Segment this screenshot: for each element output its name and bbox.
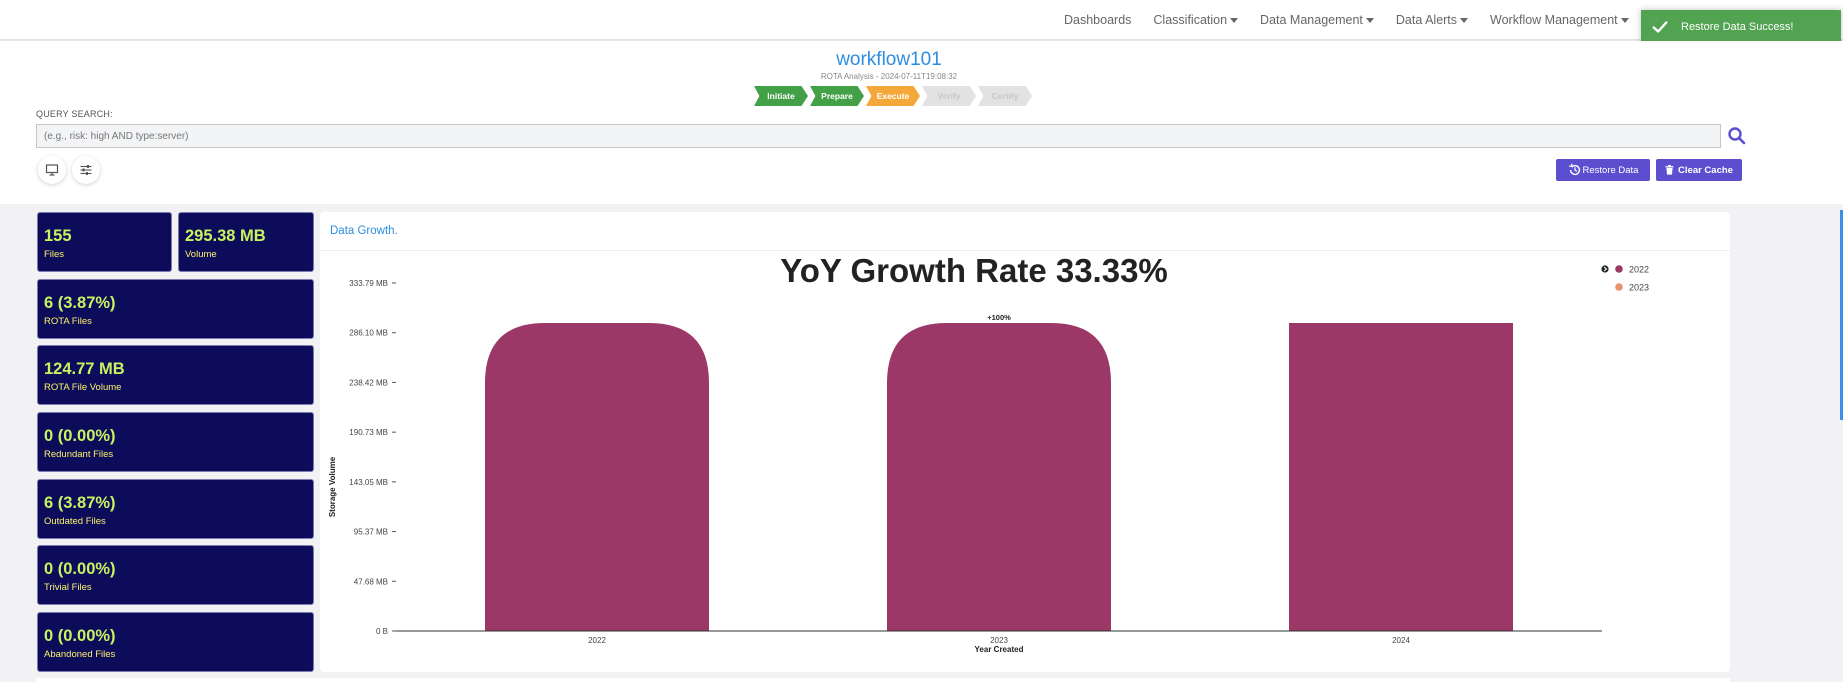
stat-card-rota-file-volume[interactable]: 124.77 MB ROTA File Volume	[37, 345, 314, 405]
step-verify[interactable]: Verify	[922, 86, 976, 106]
stat-label: ROTA File Volume	[44, 382, 122, 393]
restore-data-label: Restore Data	[1582, 164, 1639, 176]
step-initiate[interactable]: Initiate	[754, 86, 808, 106]
clear-cache-button[interactable]: Clear Cache	[1656, 159, 1742, 181]
panel-header: Data Growth.	[320, 212, 1730, 251]
bar-annotation: +100%	[987, 313, 1011, 322]
stat-label: Abandoned Files	[44, 649, 116, 660]
stat-value: 155	[44, 227, 72, 245]
nav-item-workflow-management[interactable]: Workflow Management	[1490, 13, 1629, 27]
legend-marker-2022	[1615, 265, 1623, 273]
y-tick-label: 286.10 MB	[349, 329, 388, 338]
caret-down-icon	[1365, 17, 1374, 23]
legend-marker-2023	[1615, 283, 1623, 291]
history-icon	[1568, 163, 1580, 176]
scrollbar[interactable]	[1840, 210, 1843, 420]
stat-card-abandoned-files[interactable]: 0 (0.00%) Abandoned Files	[37, 612, 314, 672]
legend-label: 2023	[1629, 283, 1649, 293]
workflow-steps: Initiate Prepare Execute Verify Certify	[754, 86, 1034, 106]
nav-item-label: Classification	[1153, 13, 1228, 27]
filter-settings-button[interactable]	[72, 156, 100, 184]
restore-data-button[interactable]: Restore Data	[1556, 159, 1650, 181]
legend-chevron-icon	[1603, 266, 1608, 272]
success-toast[interactable]: Restore Data Success!	[1641, 10, 1841, 43]
monitor-icon	[45, 164, 59, 176]
x-axis-label: Year Created	[975, 645, 1024, 654]
trash-icon	[1665, 165, 1674, 175]
y-tick-label: 0 B	[376, 627, 388, 636]
y-tick-label: 238.42 MB	[349, 378, 388, 387]
caret-down-icon	[1460, 17, 1469, 23]
step-execute[interactable]: Execute	[866, 86, 920, 106]
stat-label: ROTA Files	[44, 316, 92, 327]
nav-item-dashboards[interactable]: Dashboards	[1064, 13, 1131, 27]
nav-item-label: Data Management	[1260, 13, 1363, 27]
bar-2023	[887, 323, 1111, 631]
stat-value: 0 (0.00%)	[44, 627, 116, 645]
stat-label: Volume	[185, 249, 217, 260]
toast-message: Restore Data Success!	[1681, 20, 1794, 33]
stat-value: 0 (0.00%)	[44, 560, 116, 578]
stat-label: Files	[44, 249, 65, 260]
nav-item-data-alerts[interactable]: Data Alerts	[1395, 13, 1469, 27]
caret-down-icon	[1620, 17, 1629, 23]
x-tick-label: 2022	[588, 636, 606, 645]
stat-card-files[interactable]: 155 Files	[37, 212, 172, 272]
nav-item-label: Data Alerts	[1395, 13, 1458, 27]
stat-value: 6 (3.87%)	[44, 294, 116, 312]
stat-card-outdated-files[interactable]: 6 (3.87%) Outdated Files	[37, 479, 314, 539]
chart-title: YoY Growth Rate 33.33%	[780, 252, 1168, 289]
search-icon[interactable]	[1727, 126, 1747, 146]
stat-card-trivial-files[interactable]: 0 (0.00%) Trivial Files	[37, 545, 314, 605]
step-prepare[interactable]: Prepare	[810, 86, 864, 106]
query-search-label: QUERY SEARCH:	[36, 109, 113, 119]
monitor-button[interactable]	[38, 156, 66, 184]
stat-card-redundant-files[interactable]: 0 (0.00%) Redundant Files	[37, 412, 314, 472]
sliders-icon	[80, 165, 92, 175]
nav-item-data-management[interactable]: Data Management	[1260, 13, 1374, 27]
y-axis-label: Storage Volume	[328, 456, 337, 517]
caret-down-icon	[1230, 17, 1239, 23]
stat-label: Redundant Files	[44, 449, 114, 460]
stat-value: 295.38 MB	[185, 227, 266, 245]
legend-label: 2022	[1629, 265, 1649, 275]
data-growth-panel: Data Growth. YoY Growth Rate 33.33% 0 B 47…	[320, 212, 1730, 672]
stat-value: 0 (0.00%)	[44, 427, 116, 445]
y-tick-label: 333.79 MB	[349, 279, 388, 288]
workflow-title: workflow101	[836, 49, 942, 70]
stat-card-volume[interactable]: 295.38 MB Volume	[178, 212, 314, 272]
nav-item-label: Dashboards	[1064, 13, 1132, 27]
stat-card-rota-files[interactable]: 6 (3.87%) ROTA Files	[37, 279, 314, 339]
legend-toggle-icon	[1601, 265, 1609, 273]
workflow-header: workflow101 ROTA Analysis - 2024-07-11T1…	[0, 41, 1843, 204]
stat-value: 6 (3.87%)	[44, 494, 116, 512]
clear-cache-label: Clear Cache	[1678, 164, 1733, 176]
next-panel-edge	[36, 678, 1730, 682]
panel-title: Data Growth.	[330, 225, 398, 237]
workflow-subtitle: ROTA Analysis - 2024-07-11T19:08:32	[820, 72, 958, 81]
step-certify[interactable]: Certify	[978, 86, 1032, 106]
bar-2022	[485, 323, 709, 631]
stat-value: 124.77 MB	[44, 360, 125, 378]
stat-label: Trivial Files	[44, 582, 92, 593]
nav-item-classification[interactable]: Classification	[1153, 13, 1239, 27]
y-tick-label: 190.73 MB	[349, 428, 388, 437]
stat-label: Outdated Files	[44, 516, 106, 527]
y-tick-label: 47.68 MB	[354, 577, 388, 586]
x-tick-label: 2023	[990, 636, 1008, 645]
y-tick-label: 143.05 MB	[349, 478, 388, 487]
y-tick-label: 95.37 MB	[354, 528, 388, 537]
check-icon	[1652, 20, 1668, 33]
nav-menu: Dashboards Classification Data Management D…	[1064, 0, 1716, 40]
nav-item-label: Workflow Management	[1490, 13, 1618, 27]
x-tick-label: 2024	[1392, 636, 1410, 645]
top-nav: Dashboards Classification Data Management D…	[0, 0, 1843, 40]
data-growth-chart: YoY Growth Rate 33.33% 0 B 47.68 MB 95.37 M…	[328, 252, 1649, 654]
bar-2024	[1289, 323, 1513, 631]
query-search-input[interactable]	[36, 124, 1721, 148]
